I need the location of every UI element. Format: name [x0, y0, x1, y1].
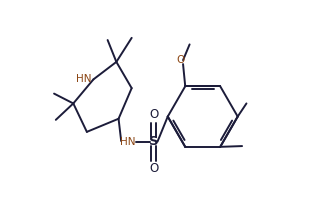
Text: O: O: [149, 108, 158, 121]
Text: HN: HN: [77, 74, 92, 84]
Text: HN: HN: [120, 137, 135, 147]
Text: S: S: [149, 135, 158, 148]
Text: O: O: [149, 162, 158, 175]
Text: O: O: [177, 55, 185, 65]
